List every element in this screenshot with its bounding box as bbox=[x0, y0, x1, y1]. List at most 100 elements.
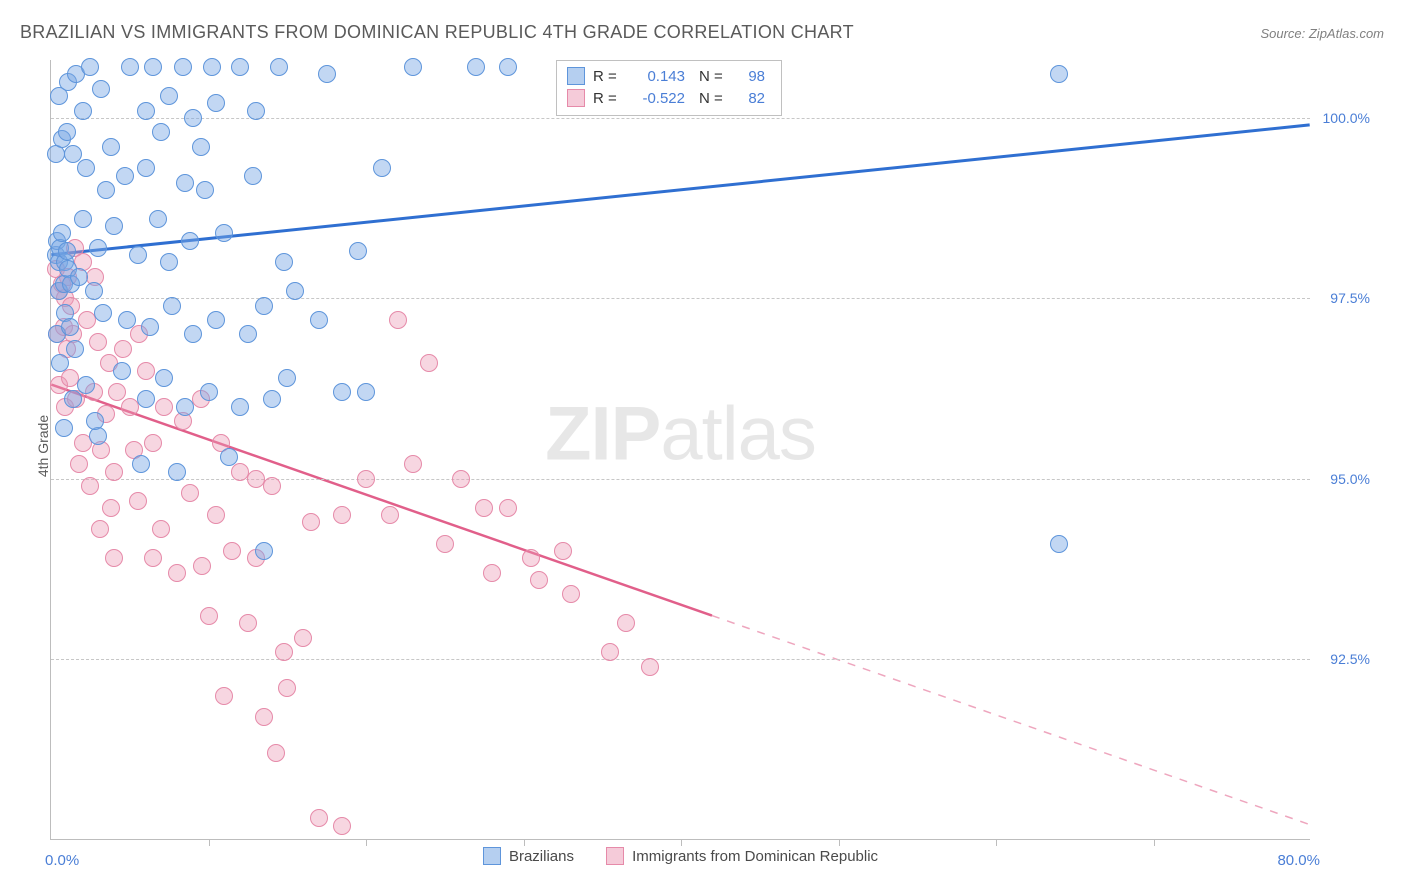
data-point-pink bbox=[223, 542, 241, 560]
data-point-blue bbox=[74, 102, 92, 120]
data-point-pink bbox=[89, 333, 107, 351]
x-tick bbox=[839, 839, 840, 846]
data-point-pink bbox=[310, 809, 328, 827]
gridline bbox=[51, 118, 1310, 119]
data-point-pink bbox=[436, 535, 454, 553]
data-point-pink bbox=[152, 520, 170, 538]
data-point-pink bbox=[168, 564, 186, 582]
data-point-blue bbox=[244, 167, 262, 185]
data-point-blue bbox=[239, 325, 257, 343]
data-point-pink bbox=[200, 607, 218, 625]
swatch-pink-icon bbox=[567, 89, 585, 107]
data-point-pink bbox=[617, 614, 635, 632]
data-point-blue bbox=[118, 311, 136, 329]
watermark-part1: ZIP bbox=[545, 391, 660, 476]
data-point-pink bbox=[641, 658, 659, 676]
data-point-pink bbox=[267, 744, 285, 762]
scatter-plot: ZIPatlas R = 0.143 N = 98 R = -0.522 N =… bbox=[50, 60, 1310, 840]
data-point-blue bbox=[152, 123, 170, 141]
data-point-pink bbox=[294, 629, 312, 647]
data-point-blue bbox=[192, 138, 210, 156]
data-point-pink bbox=[601, 643, 619, 661]
data-point-blue bbox=[113, 362, 131, 380]
r-value-blue: 0.143 bbox=[629, 68, 691, 85]
data-point-blue bbox=[51, 354, 69, 372]
data-point-blue bbox=[137, 159, 155, 177]
data-point-pink bbox=[452, 470, 470, 488]
data-point-pink bbox=[333, 817, 351, 835]
data-point-blue bbox=[278, 369, 296, 387]
data-point-pink bbox=[404, 455, 422, 473]
data-point-blue bbox=[215, 224, 233, 242]
stat-legend: R = 0.143 N = 98 R = -0.522 N = 82 bbox=[556, 60, 782, 116]
r-value-pink: -0.522 bbox=[629, 90, 691, 107]
data-point-pink bbox=[155, 398, 173, 416]
data-point-pink bbox=[275, 643, 293, 661]
data-point-pink bbox=[499, 499, 517, 517]
x-tick bbox=[209, 839, 210, 846]
data-point-pink bbox=[181, 484, 199, 502]
data-point-blue bbox=[160, 87, 178, 105]
data-point-blue bbox=[176, 398, 194, 416]
data-point-pink bbox=[389, 311, 407, 329]
data-point-blue bbox=[137, 102, 155, 120]
data-point-blue bbox=[77, 376, 95, 394]
n-value-pink: 82 bbox=[735, 90, 771, 107]
data-point-blue bbox=[137, 390, 155, 408]
swatch-pink-icon bbox=[606, 847, 624, 865]
data-point-blue bbox=[231, 398, 249, 416]
data-point-blue bbox=[163, 297, 181, 315]
data-point-blue bbox=[74, 210, 92, 228]
data-point-pink bbox=[105, 463, 123, 481]
r-label: R = bbox=[593, 90, 621, 107]
data-point-pink bbox=[137, 362, 155, 380]
data-point-pink bbox=[215, 687, 233, 705]
data-point-blue bbox=[357, 383, 375, 401]
data-point-blue bbox=[1050, 65, 1068, 83]
legend-item-blue: Brazilians bbox=[483, 847, 574, 865]
data-point-blue bbox=[174, 58, 192, 76]
gridline bbox=[51, 659, 1310, 660]
data-point-blue bbox=[404, 58, 422, 76]
data-point-blue bbox=[116, 167, 134, 185]
x-tick bbox=[366, 839, 367, 846]
y-tick-label: 97.5% bbox=[1330, 290, 1370, 306]
data-point-pink bbox=[263, 477, 281, 495]
data-point-blue bbox=[81, 58, 99, 76]
data-point-pink bbox=[420, 354, 438, 372]
data-point-blue bbox=[141, 318, 159, 336]
legend-item-pink: Immigrants from Dominican Republic bbox=[606, 847, 878, 865]
y-tick-label: 100.0% bbox=[1323, 110, 1370, 126]
data-point-blue bbox=[70, 268, 88, 286]
source-label: Source: ZipAtlas.com bbox=[1260, 26, 1384, 41]
data-point-pink bbox=[239, 614, 257, 632]
data-point-blue bbox=[499, 58, 517, 76]
data-point-blue bbox=[92, 80, 110, 98]
data-point-blue bbox=[102, 138, 120, 156]
n-label: N = bbox=[699, 90, 727, 107]
y-tick-label: 95.0% bbox=[1330, 471, 1370, 487]
data-point-pink bbox=[102, 499, 120, 517]
data-point-blue bbox=[286, 282, 304, 300]
data-point-blue bbox=[207, 94, 225, 112]
y-tick-label: 92.5% bbox=[1330, 651, 1370, 667]
gridline bbox=[51, 298, 1310, 299]
data-point-pink bbox=[483, 564, 501, 582]
data-point-blue bbox=[55, 419, 73, 437]
data-point-blue bbox=[168, 463, 186, 481]
data-point-blue bbox=[255, 542, 273, 560]
data-point-pink bbox=[522, 549, 540, 567]
data-point-blue bbox=[333, 383, 351, 401]
data-point-blue bbox=[1050, 535, 1068, 553]
data-point-blue bbox=[467, 58, 485, 76]
data-point-blue bbox=[181, 232, 199, 250]
data-point-blue bbox=[58, 123, 76, 141]
data-point-pink bbox=[278, 679, 296, 697]
data-point-pink bbox=[381, 506, 399, 524]
data-point-blue bbox=[89, 239, 107, 257]
data-point-pink bbox=[530, 571, 548, 589]
data-point-blue bbox=[121, 58, 139, 76]
data-point-blue bbox=[270, 58, 288, 76]
data-point-pink bbox=[105, 549, 123, 567]
data-point-pink bbox=[554, 542, 572, 560]
